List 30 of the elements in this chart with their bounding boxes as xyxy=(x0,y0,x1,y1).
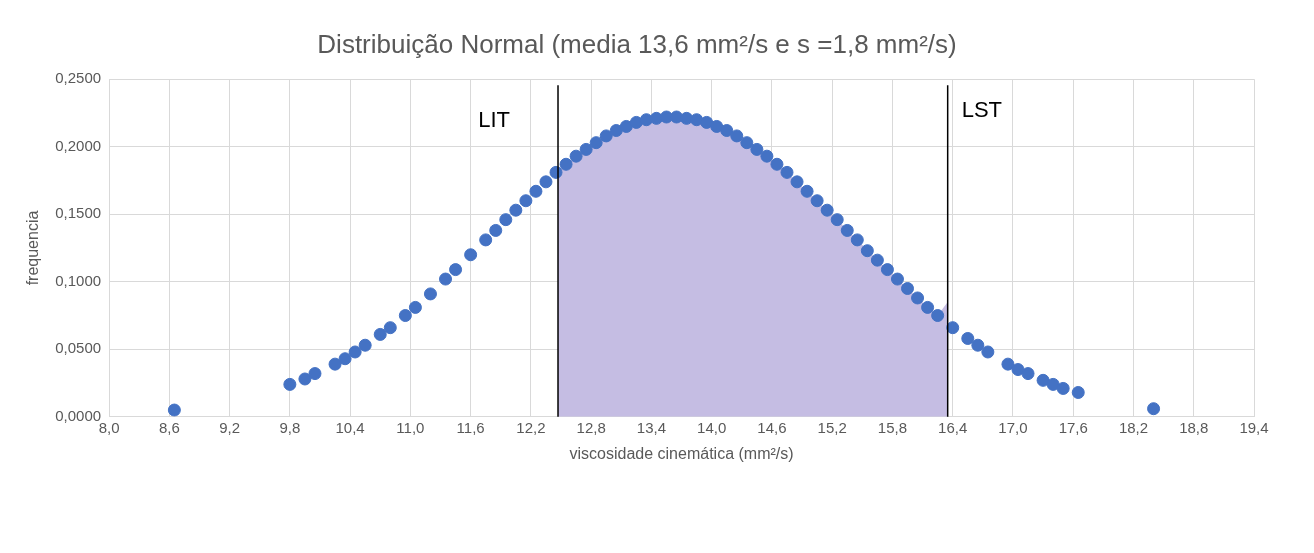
x-tick-label: 9,8 xyxy=(279,418,301,436)
x-tick-label: 13,4 xyxy=(636,418,667,436)
x-tick-label: 15,8 xyxy=(877,418,908,436)
y-tick-label: 0,2000 xyxy=(55,136,102,154)
x-tick-label: 16,4 xyxy=(938,418,968,436)
x-tick-label: 15,2 xyxy=(817,418,847,436)
x-tick-label: 12,8 xyxy=(576,418,606,436)
x-tick-label: 8,6 xyxy=(158,418,180,436)
x-tick-label: 14,0 xyxy=(697,418,727,436)
y-tick-label: 0,1000 xyxy=(55,271,102,289)
x-tick-label: 18,2 xyxy=(1118,418,1149,436)
x-tick-label: 11,0 xyxy=(396,418,425,436)
x-tick-label: 14,6 xyxy=(757,418,787,436)
x-tick-label: 9,2 xyxy=(219,418,241,436)
x-tick-label: 11,6 xyxy=(456,418,485,436)
y-tick-label: 0,2500 xyxy=(55,69,102,87)
x-tick-label: 12,2 xyxy=(516,418,546,436)
chart-title: Distribuição Normal (media 13,6 mm²/s e s =1,8 mm²/s) xyxy=(317,28,957,59)
x-axis-title: viscosidade cinemática (mm²/s) xyxy=(569,444,794,462)
x-tick-label: 17,6 xyxy=(1058,418,1088,436)
y-tick-label: 0,0500 xyxy=(55,339,102,357)
y-tick-label: 0,0000 xyxy=(55,406,102,424)
ref-line-label: LST xyxy=(961,97,1003,123)
x-tick-label: 18,8 xyxy=(1179,418,1209,436)
y-tick-label: 0,1500 xyxy=(55,204,102,222)
x-tick-label: 19,4 xyxy=(1239,418,1269,436)
x-tick-label: 10,4 xyxy=(335,418,365,436)
y-axis-title: frequencia xyxy=(24,210,42,286)
ref-line-label: LIT xyxy=(478,107,511,133)
x-tick-label: 17,0 xyxy=(998,418,1028,436)
